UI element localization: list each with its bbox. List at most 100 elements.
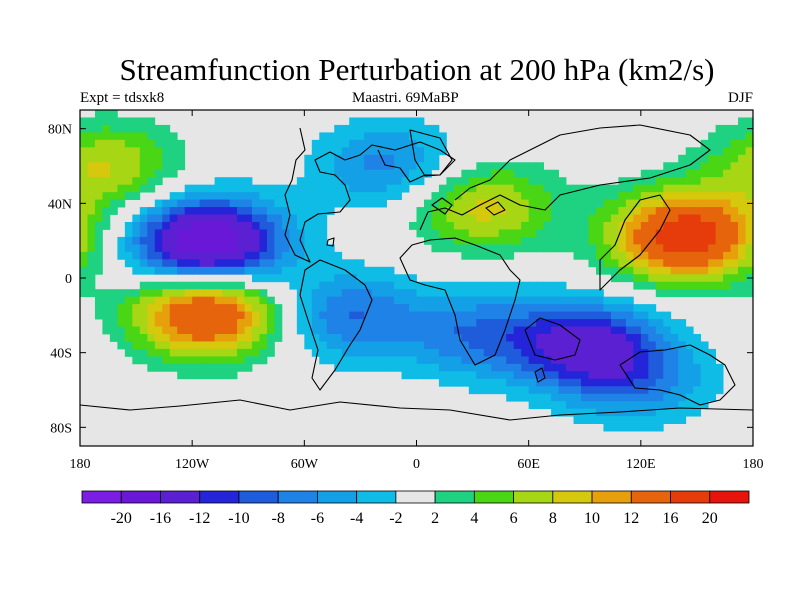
field-cell [431,236,440,245]
field-cell [409,356,417,365]
field-cell [222,348,230,357]
field-cell [102,296,111,305]
field-cell [581,393,589,402]
field-cell [483,192,492,200]
field-cell [745,259,753,268]
field-cell [87,154,96,163]
field-cell [139,162,148,171]
field-cell [708,371,717,380]
field-cell [468,244,477,253]
field-cell [670,236,679,245]
field-cell [379,341,387,350]
field-cell [281,214,290,223]
field-cell [648,251,657,260]
field-cell [259,214,268,223]
field-cell [244,266,253,275]
field-cell [476,169,485,178]
field-cell [192,289,201,298]
field-cell [319,177,328,186]
field-cell [124,184,133,193]
field-cell [266,319,275,327]
field-cell [438,132,447,141]
field-cell [259,311,268,320]
field-cell [87,259,96,268]
field-cell [581,416,589,424]
field-cell [745,214,753,223]
field-cell [251,259,260,268]
field-cell [132,117,141,126]
field-cell [87,147,96,156]
field-cell [207,311,215,320]
field-cell [319,199,328,208]
colorbar-swatch [160,490,201,504]
field-cell [513,177,522,186]
field-cell [371,162,380,171]
field-cell [573,229,582,238]
colorbar-label: -16 [150,510,171,527]
field-cell [177,139,186,148]
field-cell [214,207,223,215]
field-cell [289,199,298,208]
field-cell [199,289,208,298]
field-cell [244,251,253,260]
field-cell [536,334,545,342]
field-cell [625,311,634,320]
field-cell [431,289,440,298]
field-cell [214,236,223,245]
field-cell [184,222,193,230]
field-cell [723,177,731,186]
field-cell [229,199,238,208]
field-cell [207,296,215,305]
field-cell [693,341,702,350]
field-cell [132,177,141,186]
field-cell [87,281,96,290]
field-cell [558,408,567,417]
field-cell [364,154,373,163]
field-cell [394,304,402,312]
field-cell [595,304,604,312]
field-cell [117,124,126,133]
colorbar-label: 10 [584,510,600,527]
field-cell [379,348,387,357]
field-cell [326,311,335,320]
field-cell [693,229,702,238]
field-cell [319,192,328,200]
field-cell [222,334,230,342]
field-cell [334,169,343,178]
field-cell [536,348,545,357]
field-cell [289,214,298,223]
field-cell [199,341,208,350]
field-cell [700,386,709,395]
field-cell [745,289,753,298]
field-cell [723,192,731,200]
field-cell [281,244,290,253]
field-cell [588,416,597,424]
field-cell [304,214,313,223]
field-cell [416,281,425,290]
field-cell [207,348,215,357]
field-cell [80,214,88,223]
field-cell [655,311,664,320]
field-cell [386,177,395,186]
field-cell [476,371,485,380]
field-cell [715,139,724,148]
field-cell [117,199,126,208]
field-cell [109,319,118,327]
field-cell [87,139,96,148]
field-cell [289,184,298,193]
field-cell [610,251,619,260]
field-cell [446,192,455,200]
field-cell [588,326,597,335]
field-cell [536,296,545,305]
field-cell [483,251,492,260]
field-cell [513,214,522,223]
field-cell [491,311,500,320]
field-cell [730,154,739,163]
field-cell [573,184,582,193]
field-cell [147,326,156,335]
field-cell [633,304,642,312]
field-cell [655,326,664,335]
field-cell [610,207,619,215]
coastline-southeast-asia [599,194,671,291]
field-cell [453,319,462,327]
